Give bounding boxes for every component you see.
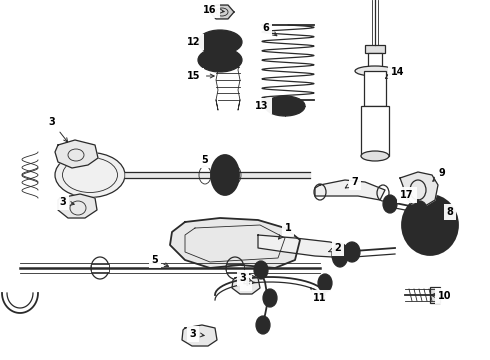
Polygon shape (258, 235, 355, 258)
Ellipse shape (413, 201, 427, 219)
Ellipse shape (344, 242, 360, 262)
Ellipse shape (198, 30, 242, 54)
Text: 5: 5 (151, 255, 169, 266)
Text: 8: 8 (441, 207, 453, 221)
Bar (226, 264, 244, 272)
Text: 16: 16 (203, 5, 224, 15)
Text: 15: 15 (187, 71, 214, 81)
Ellipse shape (265, 96, 305, 116)
Ellipse shape (361, 151, 389, 161)
Bar (361, 106, 389, 156)
Bar (430, 287, 440, 303)
Bar (91, 264, 109, 272)
Polygon shape (58, 194, 97, 218)
Text: 6: 6 (263, 23, 277, 36)
Polygon shape (210, 5, 234, 19)
Text: 3: 3 (190, 329, 204, 339)
Bar (364, 71, 386, 106)
Ellipse shape (256, 316, 270, 334)
Ellipse shape (355, 66, 395, 76)
Ellipse shape (55, 153, 125, 198)
Text: 4: 4 (243, 278, 255, 288)
Polygon shape (170, 218, 300, 268)
Text: 5: 5 (201, 155, 220, 170)
Text: 17: 17 (395, 190, 414, 203)
Text: 13: 13 (255, 101, 275, 111)
Bar (368, 53, 382, 71)
Ellipse shape (332, 243, 348, 267)
Ellipse shape (198, 48, 242, 72)
Text: 11: 11 (311, 288, 327, 303)
Text: 14: 14 (385, 67, 405, 78)
Text: 2: 2 (329, 243, 342, 253)
Bar (365, 45, 385, 53)
Text: 10: 10 (431, 291, 452, 301)
Ellipse shape (318, 274, 332, 292)
Polygon shape (315, 180, 385, 200)
Bar (372, 0, 378, 45)
Text: 12: 12 (187, 37, 207, 47)
Ellipse shape (402, 195, 458, 255)
Ellipse shape (263, 289, 277, 307)
Text: 7: 7 (345, 177, 358, 188)
Text: 1: 1 (278, 223, 292, 239)
Polygon shape (232, 274, 260, 294)
Ellipse shape (383, 195, 397, 213)
Ellipse shape (211, 155, 239, 195)
Ellipse shape (412, 205, 448, 245)
Text: 3: 3 (49, 117, 68, 142)
Text: 3: 3 (240, 273, 252, 283)
Ellipse shape (254, 261, 268, 279)
Polygon shape (182, 325, 217, 346)
Polygon shape (55, 140, 98, 168)
Text: 3: 3 (60, 197, 74, 207)
Text: 9: 9 (433, 168, 445, 181)
Polygon shape (400, 172, 438, 206)
